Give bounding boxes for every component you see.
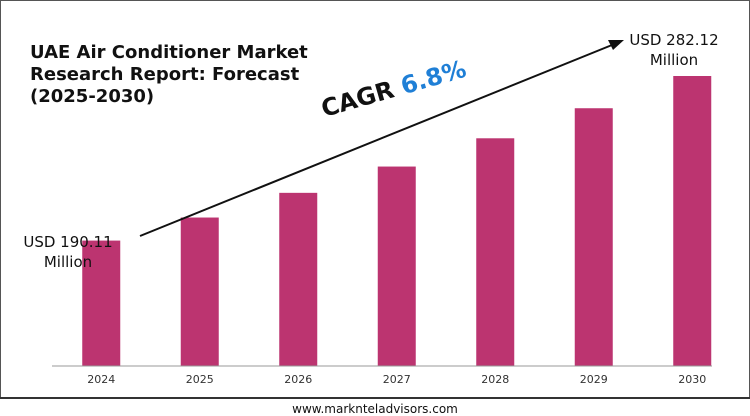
footer-website: www.marknteladvisors.com xyxy=(292,402,458,416)
bar-2029 xyxy=(574,108,613,367)
bar-2028 xyxy=(476,138,515,366)
footer-divider xyxy=(0,397,750,399)
x-tick-2027: 2027 xyxy=(383,373,411,386)
x-tick-2024: 2024 xyxy=(87,373,115,386)
cagr-arrow-head xyxy=(608,40,624,50)
end-value-label: USD 282.12 Million xyxy=(629,31,719,69)
bar-2026 xyxy=(279,192,318,366)
bar-chart: 2024 2025 2026 2027 2028 2029 2030 xyxy=(52,40,712,386)
x-tick-2030: 2030 xyxy=(678,373,706,386)
start-value-label: USD 190.11 Million xyxy=(23,233,113,271)
chart-title: UAE Air Conditioner Market Research Repo… xyxy=(30,42,308,107)
bar-2030 xyxy=(673,76,712,366)
x-tick-2026: 2026 xyxy=(284,373,312,386)
bar-2024 xyxy=(82,240,121,366)
cagr-arrow-line xyxy=(139,44,613,237)
x-tick-2028: 2028 xyxy=(481,373,509,386)
bar-2025 xyxy=(180,217,219,366)
bar-2027 xyxy=(377,166,416,366)
x-tick-2025: 2025 xyxy=(186,373,214,386)
x-tick-2029: 2029 xyxy=(580,373,608,386)
